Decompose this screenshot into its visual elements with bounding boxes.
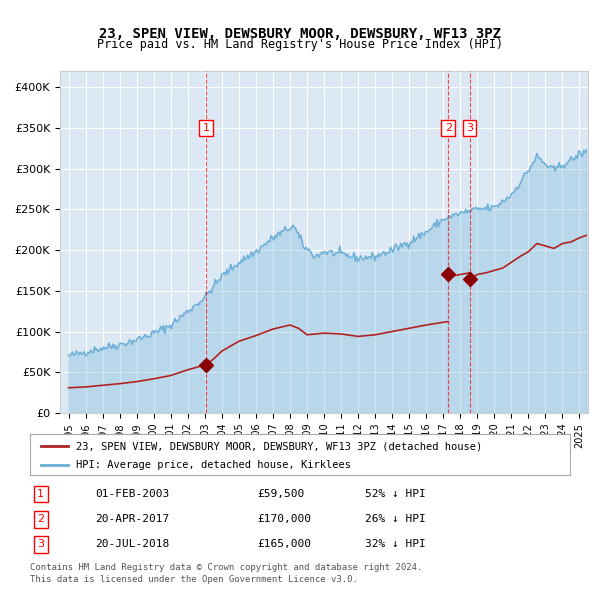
Text: HPI: Average price, detached house, Kirklees: HPI: Average price, detached house, Kirk… bbox=[76, 460, 351, 470]
Text: 32% ↓ HPI: 32% ↓ HPI bbox=[365, 539, 425, 549]
Text: £170,000: £170,000 bbox=[257, 514, 311, 524]
Text: 23, SPEN VIEW, DEWSBURY MOOR, DEWSBURY, WF13 3PZ (detached house): 23, SPEN VIEW, DEWSBURY MOOR, DEWSBURY, … bbox=[76, 441, 482, 451]
Text: 20-APR-2017: 20-APR-2017 bbox=[95, 514, 169, 524]
Text: 2: 2 bbox=[37, 514, 44, 524]
Text: Price paid vs. HM Land Registry's House Price Index (HPI): Price paid vs. HM Land Registry's House … bbox=[97, 38, 503, 51]
Text: £165,000: £165,000 bbox=[257, 539, 311, 549]
Text: 01-FEB-2003: 01-FEB-2003 bbox=[95, 489, 169, 499]
Text: 23, SPEN VIEW, DEWSBURY MOOR, DEWSBURY, WF13 3PZ: 23, SPEN VIEW, DEWSBURY MOOR, DEWSBURY, … bbox=[99, 27, 501, 41]
Text: £59,500: £59,500 bbox=[257, 489, 304, 499]
Text: This data is licensed under the Open Government Licence v3.0.: This data is licensed under the Open Gov… bbox=[30, 575, 358, 584]
Text: 2: 2 bbox=[445, 123, 452, 133]
Text: 26% ↓ HPI: 26% ↓ HPI bbox=[365, 514, 425, 524]
Text: 1: 1 bbox=[203, 123, 210, 133]
Text: 52% ↓ HPI: 52% ↓ HPI bbox=[365, 489, 425, 499]
Text: Contains HM Land Registry data © Crown copyright and database right 2024.: Contains HM Land Registry data © Crown c… bbox=[30, 563, 422, 572]
Text: 3: 3 bbox=[466, 123, 473, 133]
Text: 1: 1 bbox=[37, 489, 44, 499]
Text: 3: 3 bbox=[37, 539, 44, 549]
Text: 20-JUL-2018: 20-JUL-2018 bbox=[95, 539, 169, 549]
